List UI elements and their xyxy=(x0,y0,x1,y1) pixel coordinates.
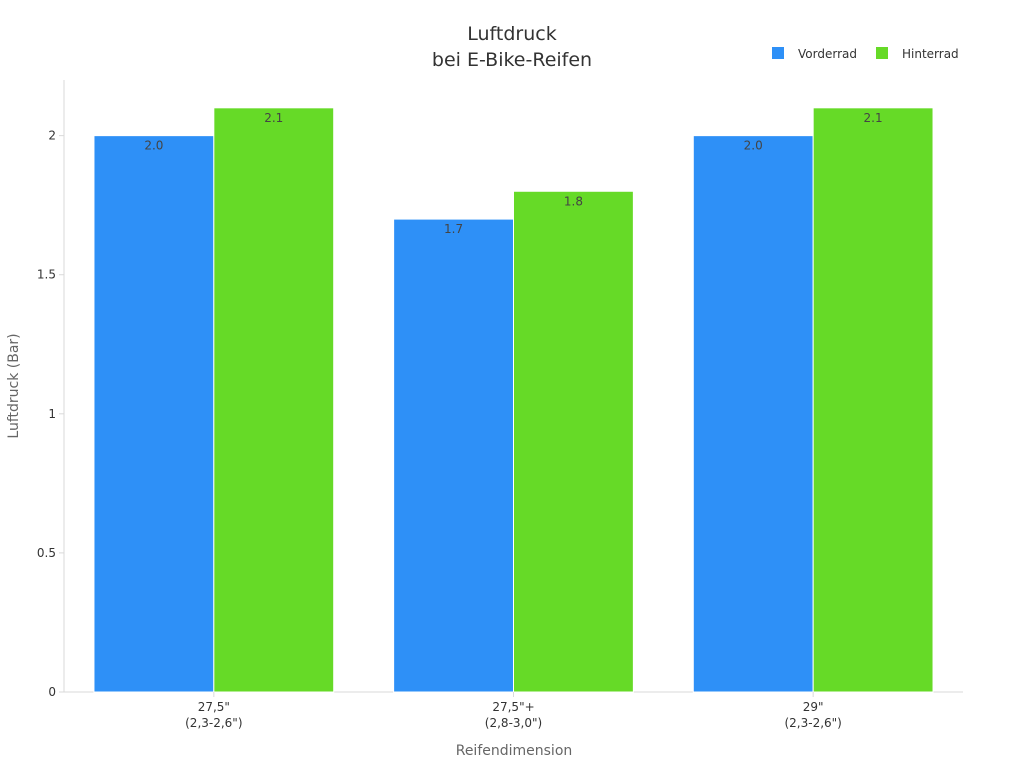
x-tick-label: 27,5"+ xyxy=(492,700,534,714)
chart-title-line-2: bei E-Bike-Reifen xyxy=(432,49,592,71)
legend: Vorderrad Hinterrad xyxy=(772,47,959,61)
x-tick-label: 29" xyxy=(803,700,824,714)
y-tick-label: 1.5 xyxy=(37,268,56,282)
x-axis-label: Reifendimension xyxy=(456,743,573,759)
legend-label-vorderrad: Vorderrad xyxy=(798,47,857,61)
data-label-hinterrad-2: 2.1 xyxy=(864,111,883,125)
bar-vorderrad-1 xyxy=(393,218,514,693)
bar-vorderrad-0 xyxy=(93,135,215,693)
bar-hinterrad-2 xyxy=(812,107,934,693)
x-axis-ticks: 27,5" (2,3-2,6") 27,5"+ (2,8-3,0") 29" (2,3-2… xyxy=(185,692,842,730)
x-tick-label: (2,8-3,0") xyxy=(485,716,542,730)
y-axis-ticks: 0 0.5 1 1.5 2 xyxy=(37,129,64,699)
y-tick-label: 2 xyxy=(48,129,56,143)
data-label-hinterrad-0: 2.1 xyxy=(264,111,283,125)
y-tick-label: 1 xyxy=(48,407,56,421)
bar-vorderrad-2 xyxy=(692,135,814,693)
x-tick-label: (2,3-2,6") xyxy=(185,716,242,730)
data-label-vorderrad-0: 2.0 xyxy=(144,139,163,153)
x-tick-label: 27,5" xyxy=(198,700,230,714)
bars: 2.0 1.7 2.0 2.1 1.8 2.1 xyxy=(93,107,934,693)
chart-title-line-1: Luftdruck xyxy=(467,23,556,45)
chart-title: Luftdruck bei E-Bike-Reifen xyxy=(432,23,592,71)
x-tick-label: (2,3-2,6") xyxy=(784,716,841,730)
y-axis-label: Luftdruck (Bar) xyxy=(6,333,22,438)
y-tick-label: 0 xyxy=(48,685,56,699)
y-tick-label: 0.5 xyxy=(37,546,56,560)
legend-label-hinterrad: Hinterrad xyxy=(902,47,959,61)
legend-swatch-hinterrad xyxy=(876,47,888,59)
data-label-vorderrad-2: 2.0 xyxy=(744,139,763,153)
legend-swatch-vorderrad xyxy=(772,47,784,59)
bar-hinterrad-0 xyxy=(213,107,335,693)
data-label-vorderrad-1: 1.7 xyxy=(444,222,463,236)
data-label-hinterrad-1: 1.8 xyxy=(564,194,583,208)
bar-hinterrad-1 xyxy=(513,190,634,693)
